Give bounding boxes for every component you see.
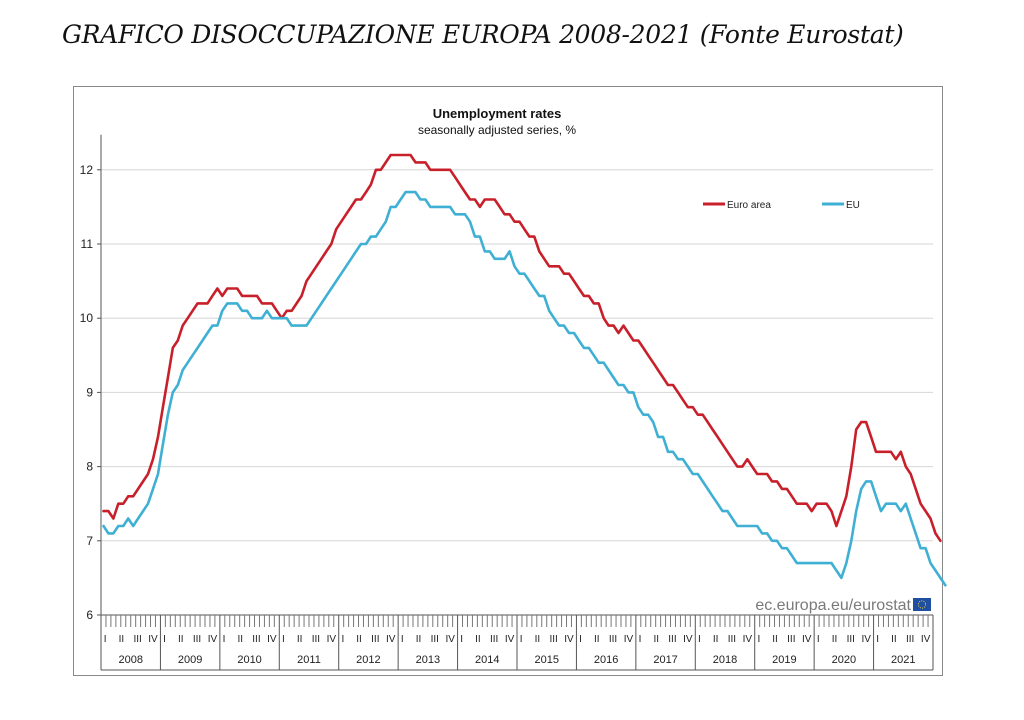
y-tick-label: 7 bbox=[86, 534, 93, 548]
eu-stars-icon bbox=[917, 600, 927, 609]
quarter-label: III bbox=[549, 634, 557, 645]
quarter-label: II bbox=[178, 634, 184, 645]
y-tick-label: 11 bbox=[81, 237, 94, 251]
quarter-label: II bbox=[475, 634, 481, 645]
quarter-label: IV bbox=[683, 634, 693, 645]
quarter-label: III bbox=[371, 634, 379, 645]
chart-subtitle: seasonally adjusted series, % bbox=[418, 123, 576, 137]
quarter-label: IV bbox=[148, 634, 158, 645]
year-label: 2017 bbox=[653, 654, 677, 666]
year-label: 2013 bbox=[416, 654, 440, 666]
year-label: 2014 bbox=[475, 654, 499, 666]
quarter-label: III bbox=[490, 634, 498, 645]
quarter-label: I bbox=[401, 634, 404, 645]
quarter-label: I bbox=[223, 634, 226, 645]
quarter-label: I bbox=[163, 634, 166, 645]
y-tick-label: 9 bbox=[86, 385, 93, 399]
quarter-label: III bbox=[847, 634, 855, 645]
quarter-label: IV bbox=[208, 634, 218, 645]
chart-frame bbox=[73, 86, 943, 676]
year-label: 2008 bbox=[118, 654, 142, 666]
year-label: 2009 bbox=[178, 654, 202, 666]
quarter-label: IV bbox=[386, 634, 396, 645]
year-label: 2011 bbox=[297, 654, 321, 666]
source-label: ec.europa.eu/eurostat bbox=[755, 597, 931, 614]
quarter-label: IV bbox=[564, 634, 574, 645]
series-layer bbox=[102, 153, 947, 587]
quarter-label: III bbox=[133, 634, 141, 645]
quarter-label: I bbox=[282, 634, 285, 645]
quarter-label: II bbox=[772, 634, 778, 645]
quarter-label: I bbox=[698, 634, 701, 645]
year-label: 2021 bbox=[891, 654, 915, 666]
quarter-label: III bbox=[193, 634, 201, 645]
quarter-label: IV bbox=[267, 634, 277, 645]
eu-flag-icon bbox=[913, 598, 931, 611]
quarter-label: II bbox=[416, 634, 422, 645]
legend-label: Euro area bbox=[727, 200, 771, 211]
quarter-label: III bbox=[787, 634, 795, 645]
grid-layer bbox=[101, 169, 933, 616]
y-tick-label: 12 bbox=[80, 163, 94, 177]
quarter-label: III bbox=[609, 634, 617, 645]
quarter-label: II bbox=[832, 634, 838, 645]
quarter-label: II bbox=[653, 634, 659, 645]
year-label: 2015 bbox=[534, 654, 558, 666]
y-tick-label: 10 bbox=[80, 311, 94, 325]
quarter-label: III bbox=[431, 634, 439, 645]
quarter-label: II bbox=[119, 634, 125, 645]
quarter-label: II bbox=[594, 634, 600, 645]
source-text: ec.europa.eu/eurostat bbox=[755, 597, 911, 614]
year-label: 2016 bbox=[594, 654, 618, 666]
quarter-label: IV bbox=[861, 634, 871, 645]
year-label: 2019 bbox=[772, 654, 796, 666]
quarter-label: IV bbox=[743, 634, 753, 645]
quarter-label: I bbox=[579, 634, 582, 645]
quarter-label: I bbox=[876, 634, 879, 645]
chart-title: Unemployment rates bbox=[433, 106, 562, 121]
quarter-label: III bbox=[668, 634, 676, 645]
year-label: 2020 bbox=[832, 654, 856, 666]
quarter-label: IV bbox=[327, 634, 337, 645]
quarter-label: III bbox=[252, 634, 260, 645]
y-tick-label: 8 bbox=[86, 460, 93, 474]
quarter-label: I bbox=[460, 634, 463, 645]
quarter-label: I bbox=[639, 634, 642, 645]
year-label: 2012 bbox=[356, 654, 380, 666]
quarter-label: IV bbox=[505, 634, 515, 645]
quarter-label: IV bbox=[802, 634, 812, 645]
page-heading: GRAFICO DISOCCUPAZIONE EUROPA 2008-2021 … bbox=[62, 20, 904, 49]
quarter-label: III bbox=[906, 634, 914, 645]
quarter-label: II bbox=[237, 634, 243, 645]
quarter-label: II bbox=[356, 634, 362, 645]
year-label: 2018 bbox=[713, 654, 737, 666]
series-line-euro-area bbox=[102, 153, 942, 543]
quarter-label: I bbox=[104, 634, 107, 645]
quarter-label: I bbox=[520, 634, 523, 645]
quarter-label: I bbox=[757, 634, 760, 645]
series-line-eu bbox=[102, 190, 947, 587]
quarter-label: I bbox=[817, 634, 820, 645]
quarter-label: II bbox=[891, 634, 897, 645]
y-tick-label: 6 bbox=[86, 608, 93, 622]
quarter-label: IV bbox=[445, 634, 455, 645]
quarter-label: III bbox=[312, 634, 320, 645]
quarter-label: IV bbox=[921, 634, 931, 645]
quarter-label: III bbox=[728, 634, 736, 645]
quarter-label: IV bbox=[624, 634, 634, 645]
legend-label: EU bbox=[846, 200, 860, 211]
quarter-label: II bbox=[297, 634, 303, 645]
quarter-label: II bbox=[535, 634, 541, 645]
quarter-label: I bbox=[341, 634, 344, 645]
legend: Euro area EU bbox=[703, 200, 860, 211]
quarter-label: II bbox=[713, 634, 719, 645]
year-label: 2010 bbox=[237, 654, 261, 666]
